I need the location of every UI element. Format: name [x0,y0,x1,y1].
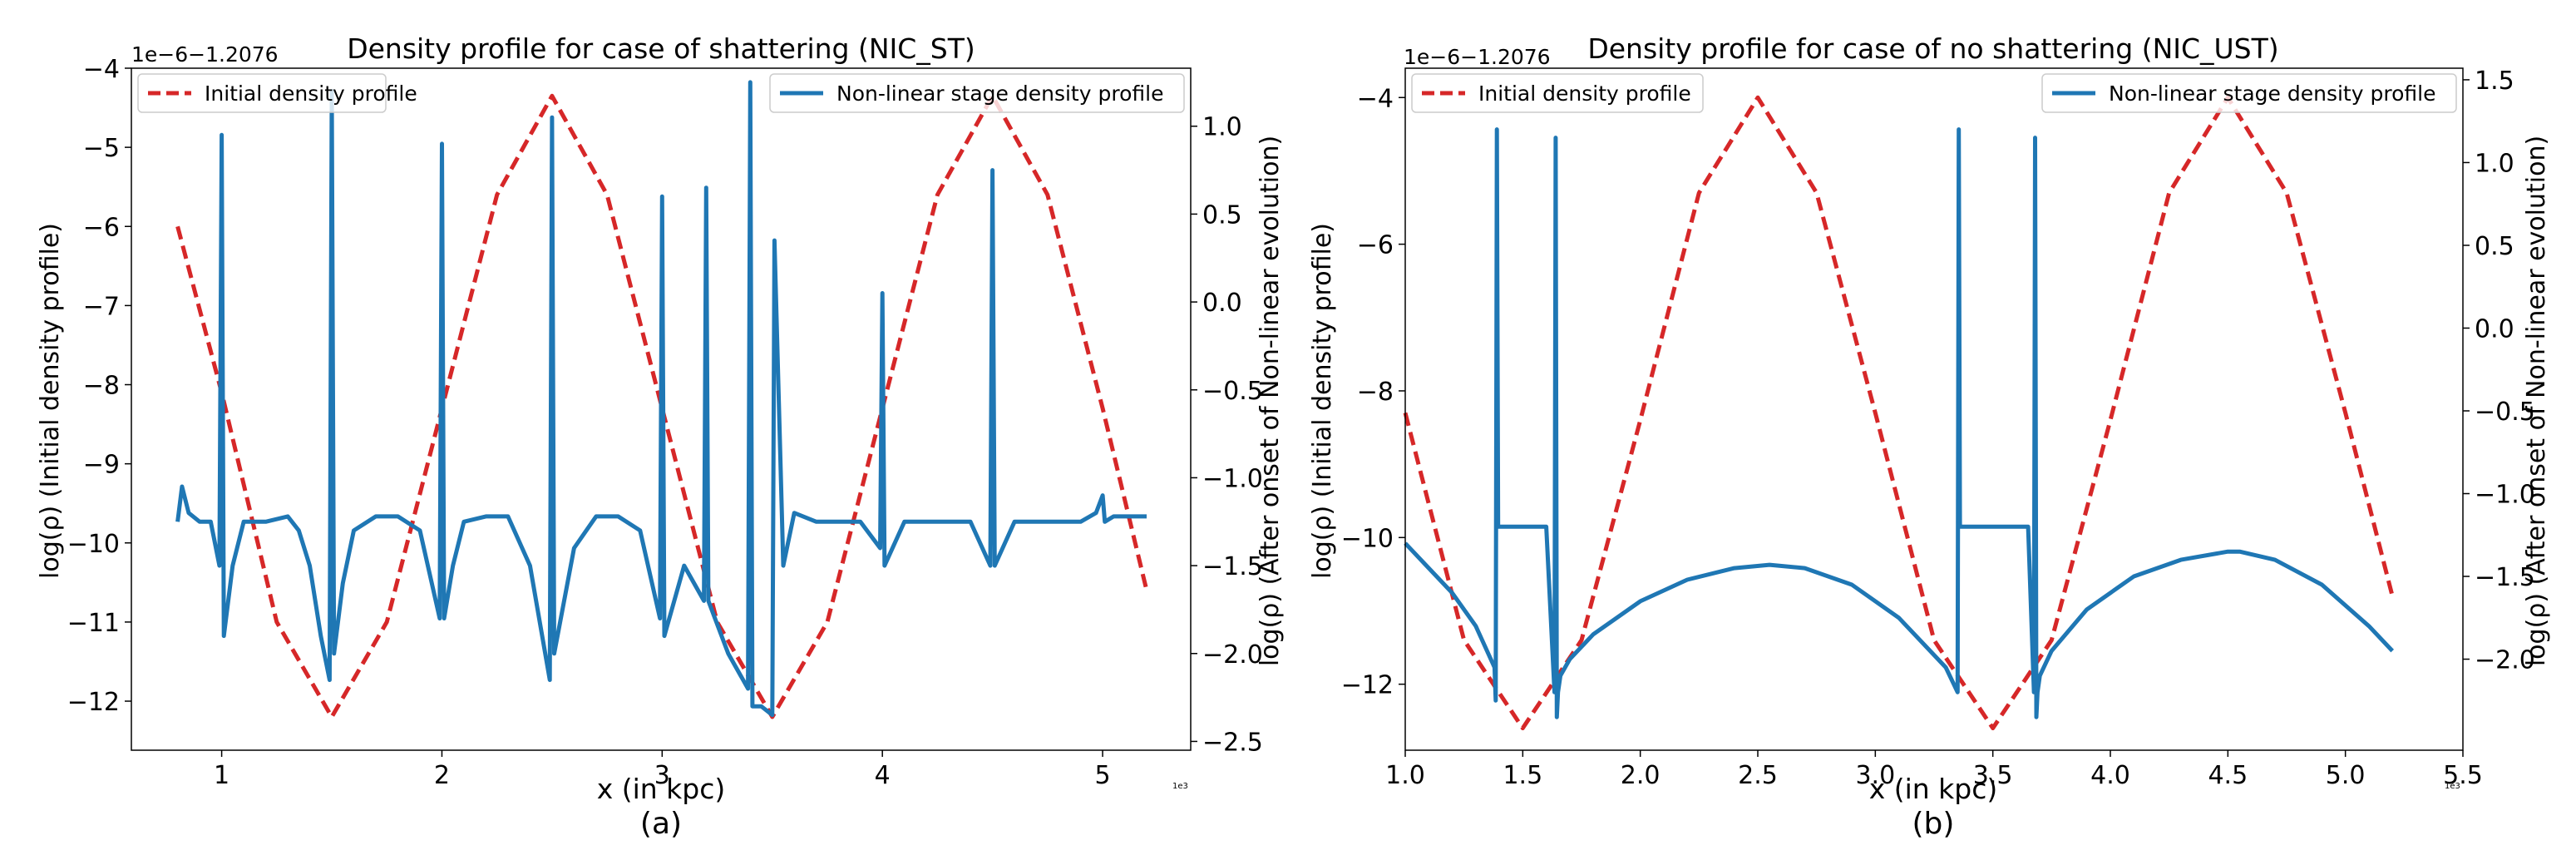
y-tick-label-left: −7 [83,292,120,321]
x-exponent-text: 1e3 [2445,782,2460,791]
y-axis-label-left: log(ρ) (Initial density profile) [36,223,65,579]
x-ticks: 1 2 3 4 5 [214,750,1111,790]
x-tick-label: 4.5 [2208,761,2248,790]
y-tick-label-left: −10 [67,530,120,559]
y-tick-label-left: −6 [83,213,120,242]
y-ticks-right: 1.0 0.5 0.0 −0.5 −1.0 −1.5 −2.0 −2.5 [1191,113,1263,757]
x-tick-label: 2.5 [1738,761,1778,790]
x-tick-label: 1.5 [1503,761,1542,790]
y-tick-label-right: −2.0 [2475,646,2535,675]
y-tick-label-right: −2.0 [1202,640,1263,670]
y-tick-label-right: 0.0 [1202,289,1242,318]
y-tick-label-left: −8 [83,372,120,401]
x-tick-label: 3.5 [1973,761,2013,790]
plot-marks [1403,95,2395,730]
y-tick-label-left: −10 [1341,524,1394,553]
legend-box [1411,73,1704,113]
y-tick-label-right: −2.5 [1202,728,1263,757]
legend-label-initial: Initial density profile [1478,82,1691,106]
chart-title: Density profile for case of shattering (… [347,32,975,65]
y-tick-label-left: −11 [67,609,120,638]
x-tick-label: 2.0 [1621,761,1661,790]
y-ticks-left: −4 −6 −8 −10 −12 [1341,84,1405,700]
series-line-nonlinear [175,80,1147,718]
y-tick-label-right: 0.0 [2475,314,2514,343]
y-axis-label-left: log(ρ) (Initial density profile) [1308,223,1337,579]
y-tick-label-right: 1.0 [2475,149,2514,178]
panel-sublabel: (a) [640,807,682,841]
x-axis-label: x (in kpc) [1869,773,1998,805]
y-tick-label-left: −5 [83,134,120,163]
x-exponent-text: 1e3 [1172,782,1188,791]
y-tick-label-left: −9 [83,451,120,480]
y-ticks-left: −4 −5 −6 −7 −8 −9 −10 −11 −12 [67,55,131,717]
y-tick-label-left: −12 [67,688,120,717]
y-offset-text: 1e−6−1.2076 [1404,45,1551,69]
chart-title: Density profile for case of no shatterin… [1587,32,2278,65]
plot-marks [175,80,1149,719]
y-tick-label-left: −6 [1357,231,1394,260]
y-tick-label-right: −1.0 [2475,481,2535,510]
y-tick-label-right: 0.5 [2475,232,2514,261]
y-tick-label-left: −8 [1357,378,1394,407]
legend-box [2041,73,2457,113]
x-tick-label: 1.0 [1385,761,1425,790]
legend-box [769,73,1185,113]
y-tick-label-right: 0.5 [1202,200,1242,230]
y-tick-label-right: 1.0 [1202,113,1242,142]
x-axis-label: x (in kpc) [597,773,726,805]
plot-frame [1404,67,2464,751]
y-tick-label-right: −1.5 [1202,552,1263,581]
legend-nonlinear: Non-linear stage density profile [769,73,1185,113]
y-ticks-right: 1.5 1.0 0.5 0.0 −0.5 −1.0 −1.5 −2.0 [2463,67,2535,675]
chart-panel-a: Density profile for case of shattering (… [36,32,1285,841]
legend-initial: Initial density profile [1411,73,1704,113]
plot-frame [131,67,1192,751]
legend-box [137,73,387,113]
y-axis-label-right: log(ρ) (After onset of Non-linear evolut… [1256,136,1285,666]
x-tick-label: 5.5 [2443,761,2483,790]
legend-nonlinear: Non-linear stage density profile [2041,73,2457,113]
x-tick-label: 3.0 [1855,761,1895,790]
series-line-nonlinear [1404,127,2395,719]
y-tick-label-right: −1.0 [1202,464,1263,493]
x-tick-label: 4.0 [2090,761,2130,790]
y-tick-label-right: −0.5 [1202,377,1263,406]
legend-initial: Initial density profile [137,73,417,113]
x-tick-label: 1 [214,761,229,790]
legend-label-initial: Initial density profile [205,82,417,106]
x-tick-label: 4 [875,761,891,790]
y-tick-label-right: 1.5 [2475,67,2514,96]
legend-label-nonlinear: Non-linear stage density profile [2109,82,2435,106]
legend-label-nonlinear: Non-linear stage density profile [836,82,1163,106]
y-axis-label-right: log(ρ) (After onset of Non-linear evolut… [2522,136,2551,666]
x-tick-label: 2 [434,761,450,790]
y-tick-label-left: −4 [1357,84,1394,113]
x-tick-label: 5.0 [2326,761,2366,790]
x-ticks: 1.0 1.5 2.0 2.5 3.0 3.5 4.0 4.5 5.0 5.5 [1385,750,2483,790]
y-tick-label-left: −12 [1341,671,1394,700]
chart-panel-b: Density profile for case of no shatterin… [1308,32,2551,841]
panel-sublabel: (b) [1912,807,1955,841]
x-tick-label: 3 [654,761,670,790]
y-offset-text: 1e−6−1.2076 [131,42,279,67]
y-tick-label-right: −0.5 [2475,398,2535,427]
x-tick-label: 5 [1095,761,1111,790]
y-tick-label-left: −4 [83,55,120,84]
y-tick-label-right: −1.5 [2475,563,2535,592]
